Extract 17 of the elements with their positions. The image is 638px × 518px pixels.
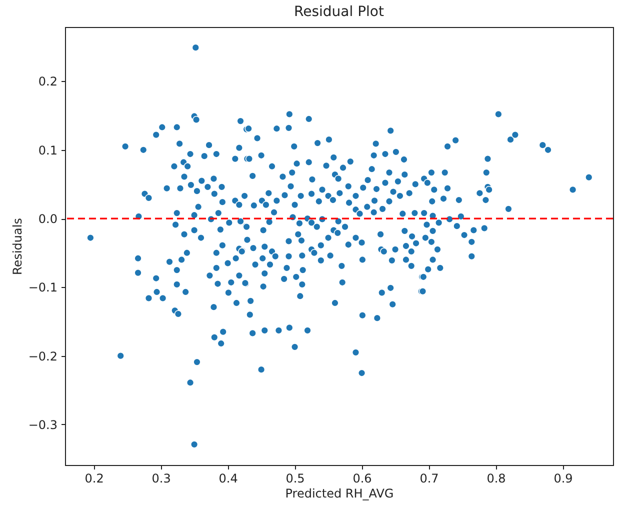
- y-tick-label: 0.0: [38, 212, 58, 226]
- x-tick-label: 0.4: [218, 472, 238, 486]
- y-axis-title: Residuals: [10, 218, 24, 275]
- chart-title: Residual Plot: [294, 4, 384, 20]
- x-tick-label: 0.9: [554, 472, 573, 486]
- x-tick-label: 0.8: [486, 472, 506, 486]
- x-tick-label: 0.7: [420, 472, 439, 486]
- x-tick-label: 0.5: [286, 472, 305, 486]
- y-tick-label: −0.1: [28, 280, 58, 295]
- y-tick-label: −0.2: [28, 349, 58, 364]
- y-tick-label: 0.1: [38, 143, 58, 158]
- x-tick-label: 0.2: [84, 472, 104, 486]
- y-tick-label: 0.2: [38, 74, 58, 89]
- x-tick-label: 0.6: [352, 472, 372, 486]
- y-tick-label: −0.3: [28, 418, 58, 432]
- x-tick-label: 0.3: [152, 472, 171, 486]
- x-axis-title: Predicted RH_AVG: [285, 486, 394, 500]
